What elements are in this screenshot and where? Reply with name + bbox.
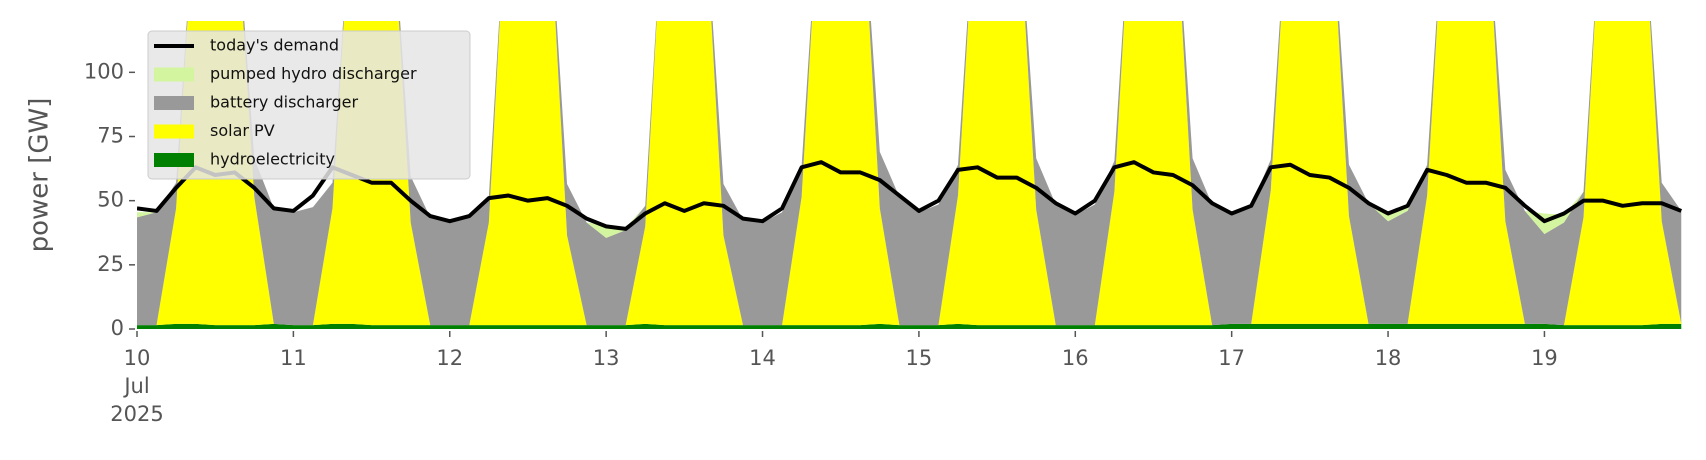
x-tick-label: 19 <box>1531 346 1558 370</box>
x-tick-month: Jul <box>122 374 149 398</box>
y-tick-label: 100 <box>84 59 124 83</box>
x-tick-label: 15 <box>906 346 933 370</box>
y-tick-label: 50 <box>97 188 124 212</box>
y-tick-label: 25 <box>97 252 124 276</box>
legend-label: hydroelectricity <box>210 150 335 169</box>
y-tick-label: 75 <box>97 124 124 148</box>
legend-swatch <box>154 124 194 139</box>
legend-swatch <box>154 153 194 167</box>
area <box>137 21 1682 326</box>
x-tick-year: 2025 <box>110 402 163 426</box>
legend-label: today's demand <box>210 36 339 55</box>
line <box>137 160 1683 231</box>
plot-area <box>137 21 1683 329</box>
x-tick-label: 16 <box>1062 346 1089 370</box>
x-tick-label: 10 <box>124 346 151 370</box>
legend-swatch <box>154 67 194 82</box>
x-tick-label: 13 <box>593 346 620 370</box>
x-tick-label: 18 <box>1375 346 1402 370</box>
legend-label: pumped hydro discharger <box>210 64 417 83</box>
x-tick-label: 12 <box>436 346 463 370</box>
y-tick-label: 0 <box>111 316 124 340</box>
x-tick-label: 11 <box>280 346 307 370</box>
x-tick-label: 17 <box>1218 346 1245 370</box>
legend-label: battery discharger <box>210 93 358 112</box>
area <box>137 21 1682 326</box>
legend-label: solar PV <box>210 121 275 140</box>
legend-box <box>147 30 471 180</box>
y-axis-label: power [GW] <box>25 98 55 253</box>
x-tick-label: 14 <box>749 346 776 370</box>
legend-swatch <box>154 96 194 110</box>
